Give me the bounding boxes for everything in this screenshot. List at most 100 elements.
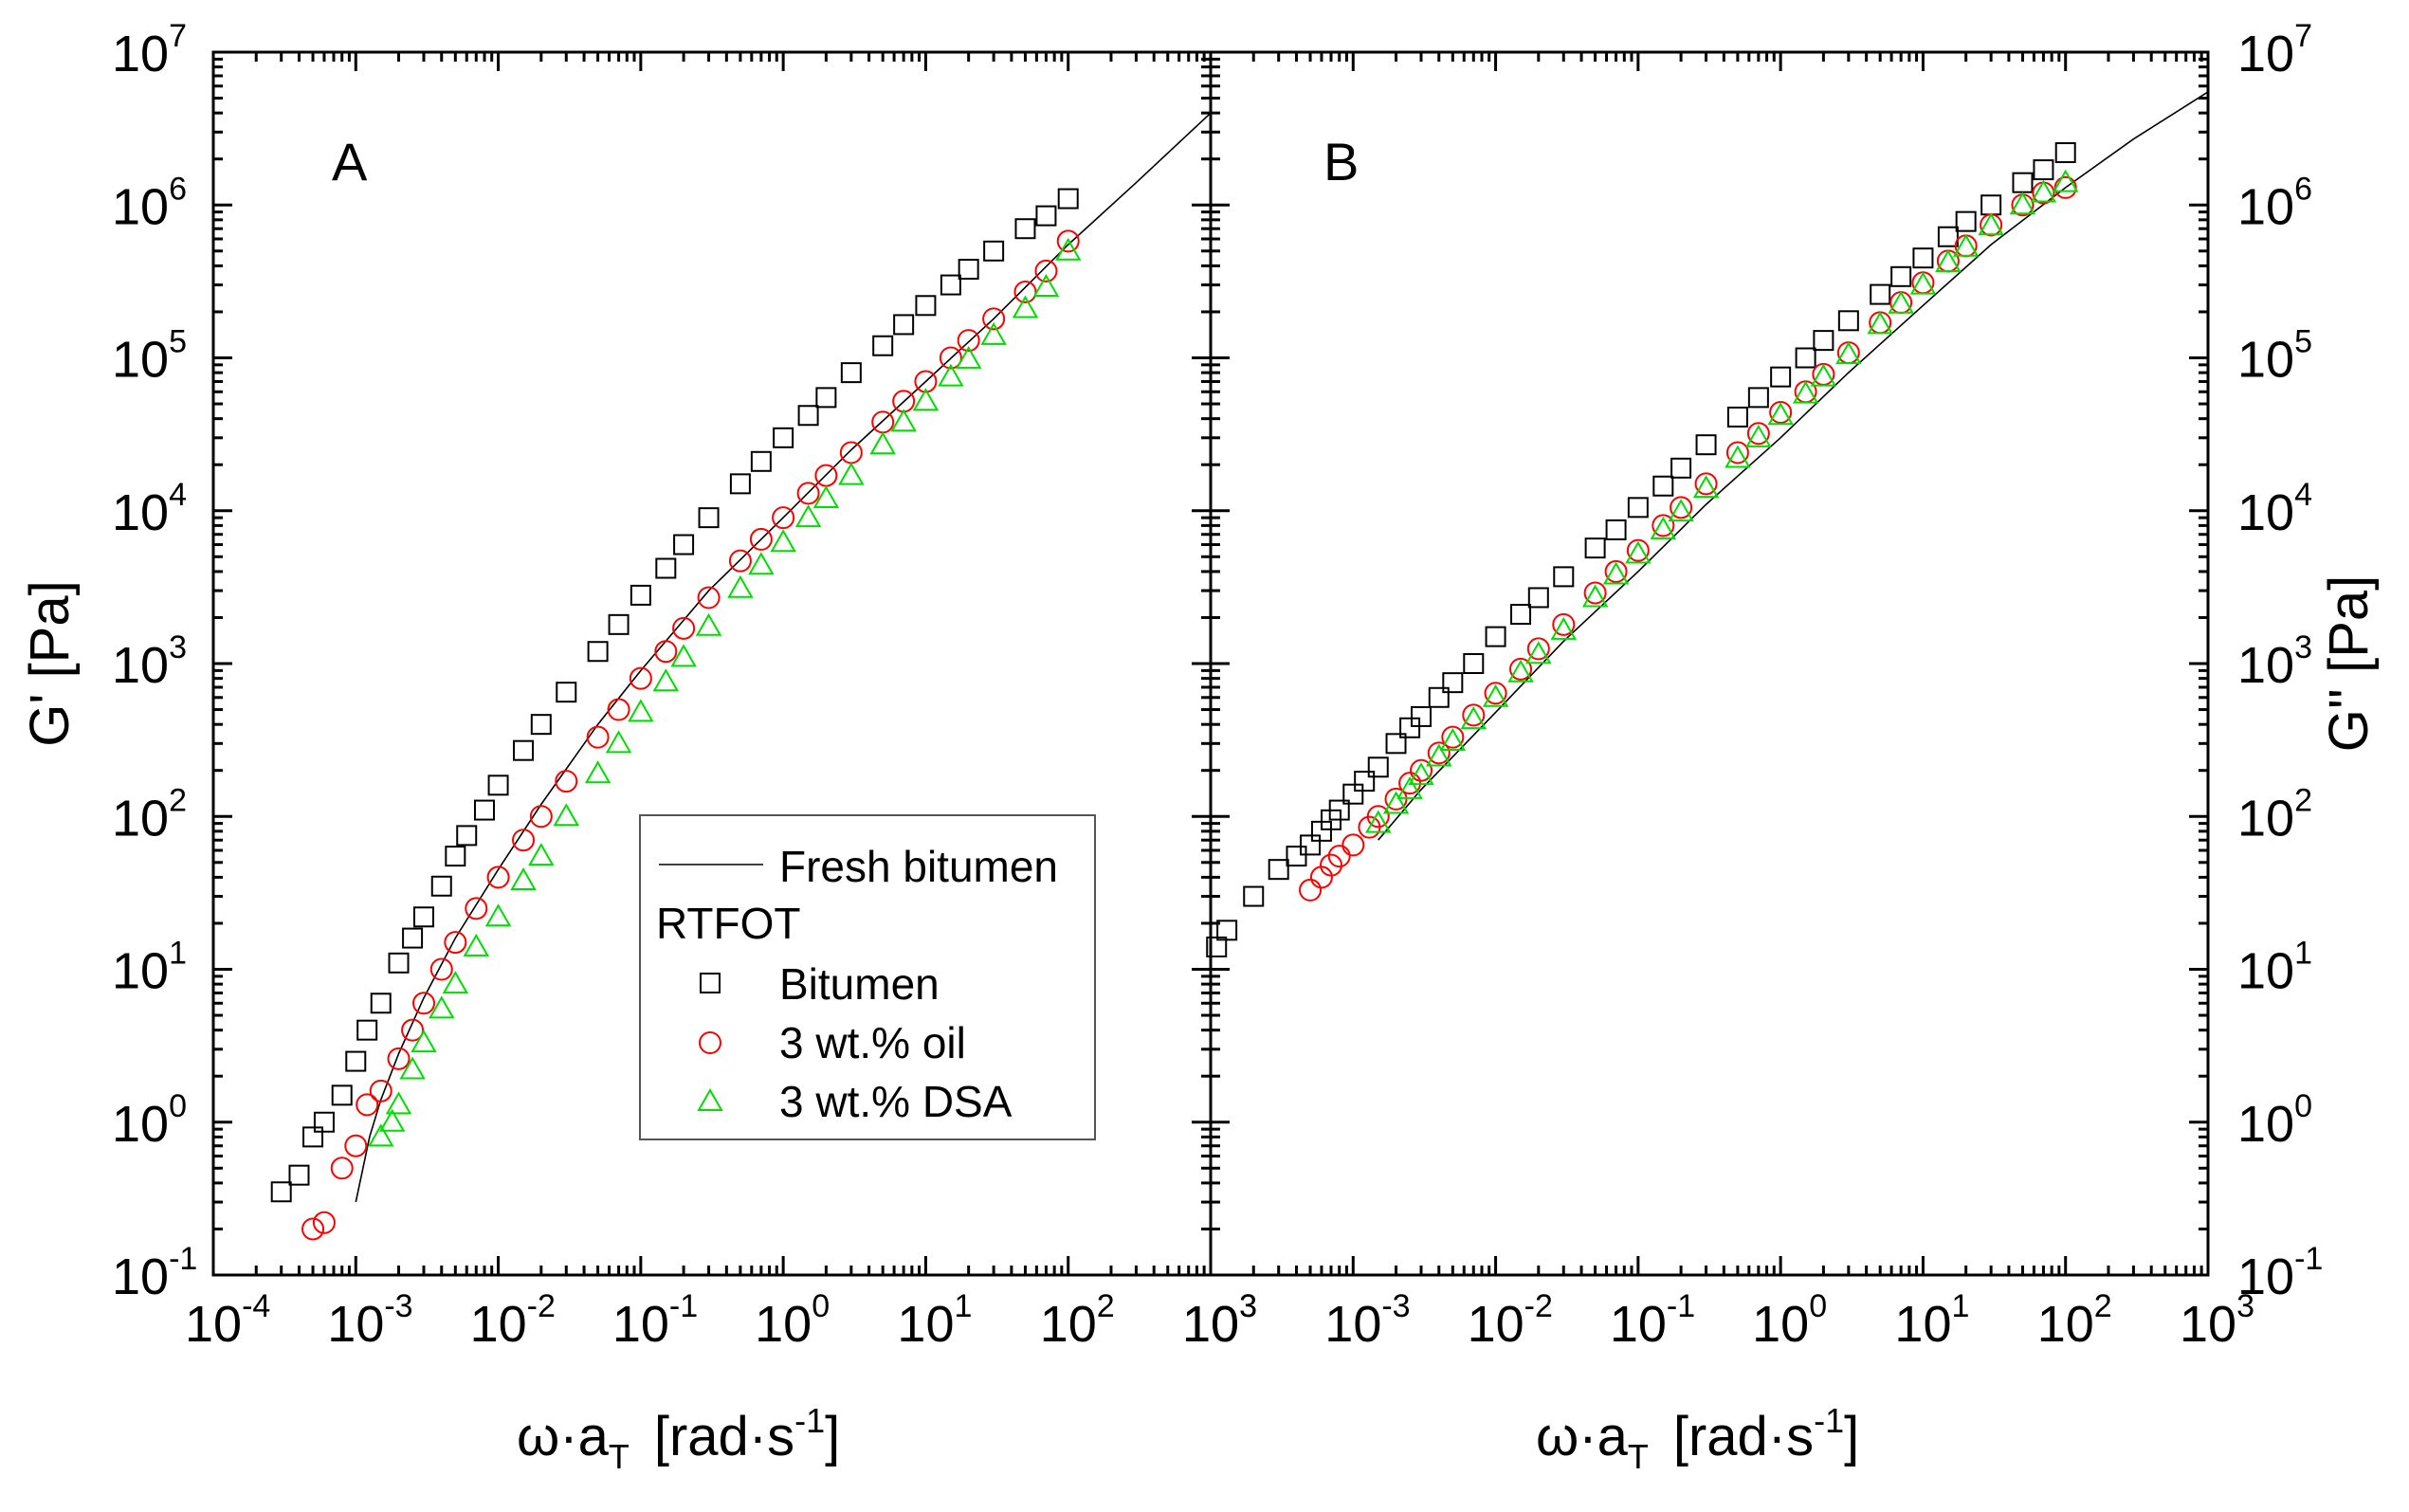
panel-b-x-title-sub: T [1628, 1437, 1649, 1476]
panel-a-series-3-wt-dsa [368, 237, 1082, 1147]
panel-b-point-3-wt-dsa [1581, 584, 1609, 608]
panel-b-point-3-wt-oil [1836, 341, 1860, 365]
panel-a-label: A [332, 132, 368, 191]
panel-b-point-3-wt-oil [1583, 581, 1607, 605]
panel-a-point-3-wt-oil [982, 307, 1006, 331]
legend-circle-swatch [699, 1031, 721, 1054]
panel-a-point-bitumen [331, 1084, 353, 1106]
panel-b-point-3-wt-dsa [2009, 191, 2036, 215]
panel-b-y-tick-label: 102 [2237, 782, 2312, 847]
panel-a-series-fresh-bitumen [355, 112, 1212, 1203]
panel-b-point-3-wt-oil [1509, 657, 1533, 681]
panel-a-point-3-wt-oil [411, 992, 435, 1015]
svg-text:ω·aT[rad·s-1]: ω·aT [rad·s-1] [517, 1401, 840, 1476]
panel-b-point-bitumen [2012, 172, 2034, 193]
panel-a-point-3-wt-dsa [727, 574, 754, 598]
panel-a-point-3-wt-oil [914, 370, 938, 393]
panel-a-point-3-wt-dsa [368, 1123, 394, 1147]
panel-b-point-3-wt-dsa [1602, 561, 1630, 585]
panel-b-y-tick-label: 107 [2237, 18, 2312, 82]
panel-b-point-bitumen [1695, 434, 1717, 456]
legend-box [639, 814, 1096, 1140]
panel-a-point-3-wt-oil [344, 1134, 368, 1157]
panel-b-x-axis-title: ω·aT [rad·s-1] [1536, 1401, 1859, 1476]
panel-b-point-3-wt-oil [1299, 878, 1323, 902]
panel-a-y-tick-label: 103 [112, 629, 187, 694]
panel-b-point-bitumen [1300, 834, 1322, 856]
panel-a-point-bitumen [556, 682, 577, 703]
panel-a-point-bitumen [356, 1019, 378, 1041]
panel-a-point-bitumen [698, 507, 720, 529]
panel-b-series-bitumen [1206, 142, 2076, 957]
panel-a-point-bitumen [513, 739, 535, 761]
panel-b-point-bitumen [1726, 406, 1748, 428]
panel-a-point-3-wt-dsa [399, 1056, 426, 1080]
panel-b-point-bitumen [1286, 846, 1307, 867]
panel-b-point-bitumen [1837, 310, 1859, 332]
panel-b-point-3-wt-oil [1552, 612, 1576, 636]
panel-a-point-3-wt-dsa [628, 699, 654, 722]
panel-b-point-3-wt-oil [1670, 496, 1693, 519]
panel-b-point-3-wt-oil [1320, 853, 1343, 877]
panel-a-point-3-wt-oil [957, 329, 980, 353]
panel-b-point-3-wt-oil [1626, 538, 1650, 562]
panel-a-point-3-wt-oil [512, 829, 536, 852]
panel-a-point-3-wt-dsa [695, 612, 722, 636]
panel-a-x-tick-label: 101 [897, 1288, 972, 1353]
panel-a-x-tick-label: 10-1 [612, 1288, 698, 1353]
panel-b-point-3-wt-dsa [1507, 659, 1534, 683]
panel-b-x-title-unit-exp: -1 [1814, 1401, 1844, 1440]
panel-b-point-3-wt-oil [1889, 291, 1913, 315]
panel-a-point-bitumen [313, 1111, 335, 1133]
panel-a-point-3-wt-oil [555, 770, 578, 793]
panel-b-point-bitumen [1890, 265, 1912, 287]
panel-a-y-tick-label: 104 [112, 477, 187, 541]
panel-b-point-bitumen [2054, 142, 2076, 164]
panel-a-point-3-wt-dsa [463, 933, 490, 956]
panel-b-point-3-wt-dsa [1365, 810, 1392, 833]
panel-b-point-3-wt-dsa [1767, 402, 1794, 426]
panel-b-x-tick-label: 102 [2037, 1288, 2112, 1353]
panel-a-point-3-wt-oil [301, 1217, 325, 1241]
panel-b-series-3-wt-oil [1299, 175, 2077, 902]
panel-b-line-fresh-bitumen [1378, 91, 2209, 841]
panel-a-point-bitumen [402, 927, 424, 949]
panel-b-point-3-wt-oil [1462, 703, 1486, 727]
panel-b-point-3-wt-dsa [1426, 743, 1452, 767]
panel-a-point-bitumen [370, 993, 392, 1014]
panel-b-point-3-wt-dsa [1835, 341, 1862, 365]
panel-a-point-3-wt-oil [486, 865, 510, 889]
panel-b-series-3-wt-dsa [1365, 169, 2079, 833]
legend-square-swatch [700, 973, 721, 993]
panel-b-point-bitumen [1937, 226, 1959, 247]
panel-b-point-3-wt-dsa [2052, 169, 2079, 192]
panel-b-y-tick-label: 105 [2237, 324, 2312, 389]
panel-b-x-tick-label: 10-1 [1610, 1288, 1695, 1353]
panel-a-y-tick-label: 107 [112, 18, 187, 82]
panel-a-point-bitumen [630, 584, 651, 606]
panel-b-point-3-wt-oil [1366, 805, 1390, 829]
panel-b-point-3-wt-oil [1652, 514, 1675, 537]
panel-b-point-3-wt-oil [1980, 213, 2003, 237]
panel-a-x-tick-label: 10-4 [185, 1288, 270, 1353]
panel-b-point-bitumen [1652, 475, 1674, 497]
panel-b-point-3-wt-dsa [1888, 290, 1914, 314]
panel-a-point-bitumen [412, 906, 434, 928]
panel-a-point-bitumen [893, 314, 915, 336]
panel-a-point-3-wt-oil [387, 1047, 411, 1070]
panel-a-point-3-wt-dsa [890, 409, 917, 432]
panel-a-y-tick-label: 102 [112, 782, 187, 847]
panel-a-y-tick-label: 106 [112, 171, 187, 235]
panel-b-point-3-wt-dsa [1460, 706, 1487, 730]
panel-b-x-tick-label: 100 [1752, 1288, 1827, 1353]
panel-a-point-bitumen [915, 295, 937, 317]
panel-b-point-3-wt-dsa [1525, 641, 1552, 665]
panel-a-point-3-wt-dsa [912, 388, 940, 411]
panel-b-point-3-wt-oil [1694, 472, 1718, 496]
panel-a-point-bitumen [487, 774, 509, 796]
panel-b-x-title-main: ω·a [1536, 1406, 1629, 1467]
panel-a-line-fresh-bitumen [355, 112, 1212, 1203]
panel-a-point-bitumen [872, 335, 894, 356]
panel-a-point-3-wt-dsa [812, 484, 840, 508]
panel-a-point-3-wt-oil [654, 640, 678, 664]
